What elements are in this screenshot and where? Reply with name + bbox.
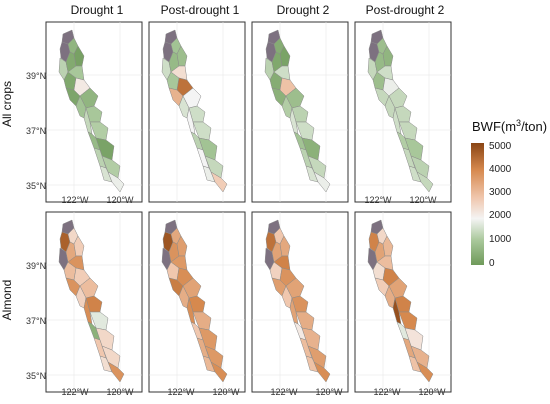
column-title-drought-1: Drought 1 bbox=[71, 3, 124, 17]
lon-tick-122w-p1: 122°W bbox=[61, 195, 89, 205]
county-region-8 bbox=[273, 255, 291, 271]
lon-tick-122w-p4: 122°W bbox=[364, 195, 392, 205]
legend-tick-2000: 2000 bbox=[489, 210, 512, 221]
county-region-21 bbox=[107, 361, 125, 383]
county-region-21 bbox=[313, 171, 331, 193]
county-region-8 bbox=[170, 255, 188, 271]
county-region-14 bbox=[83, 107, 93, 135]
county-region-19 bbox=[307, 155, 327, 179]
county-region-6 bbox=[279, 45, 291, 67]
county-region-19 bbox=[410, 345, 430, 369]
county-region-8 bbox=[273, 65, 291, 81]
legend-tick-0: 0 bbox=[489, 258, 495, 269]
county-region-8 bbox=[376, 65, 394, 81]
row-title-all-crops: All crops bbox=[0, 81, 14, 127]
county-region-21 bbox=[416, 171, 434, 193]
county-region-6 bbox=[176, 45, 188, 67]
county-region-14 bbox=[392, 297, 402, 325]
county-region-15 bbox=[89, 121, 109, 141]
lon-tick-120w-p1: 120°W bbox=[106, 195, 134, 205]
county-region-15 bbox=[295, 121, 315, 141]
legend: BWF(m3/ton) 5000 4000 3000 2000 1000 0 bbox=[471, 118, 547, 269]
lat-tick-35n-row1: 35°N bbox=[26, 181, 46, 191]
county-region-6 bbox=[382, 235, 394, 257]
county-region-15 bbox=[295, 311, 315, 331]
county-region-15 bbox=[398, 311, 418, 331]
county-region-15 bbox=[192, 121, 212, 141]
county-region-21 bbox=[416, 361, 434, 383]
legend-tick-3000: 3000 bbox=[489, 187, 512, 198]
lon-tick-120w-p7: 120°W bbox=[315, 387, 343, 397]
county-region-8 bbox=[67, 65, 85, 81]
map-panel-all-crops-post-drought-1 bbox=[148, 21, 246, 203]
county-region-6 bbox=[382, 45, 394, 67]
lat-tick-39n-row1: 39°N bbox=[26, 71, 46, 81]
county-region-15 bbox=[398, 121, 418, 141]
map-panel-almond-drought-1 bbox=[45, 211, 143, 393]
county-region-6 bbox=[73, 235, 85, 257]
county-region-8 bbox=[376, 255, 394, 271]
county-region-8 bbox=[67, 255, 85, 271]
county-region-19 bbox=[101, 345, 121, 369]
county-region-19 bbox=[410, 155, 430, 179]
county-region-19 bbox=[307, 345, 327, 369]
county-region-14 bbox=[289, 297, 299, 325]
lat-tick-37n-row1: 37°N bbox=[26, 126, 46, 136]
lat-tick-37n-row2: 37°N bbox=[26, 316, 46, 326]
county-region-15 bbox=[89, 311, 109, 331]
legend-tick-1000: 1000 bbox=[489, 234, 512, 245]
legend-title: BWF(m3/ton) bbox=[472, 118, 547, 134]
lon-tick-120w-p5: 120°W bbox=[106, 387, 134, 397]
lon-tick-122w-p7: 122°W bbox=[270, 387, 298, 397]
column-title-post-drought-2: Post-drought 2 bbox=[366, 3, 445, 17]
county-region-6 bbox=[176, 235, 188, 257]
lon-tick-122w-p8: 122°W bbox=[373, 387, 401, 397]
county-region-19 bbox=[204, 345, 224, 369]
county-region-14 bbox=[186, 107, 196, 135]
lon-tick-122w-p6: 122°W bbox=[167, 387, 195, 397]
county-region-14 bbox=[83, 297, 93, 325]
map-panel-all-crops-post-drought-2 bbox=[354, 21, 452, 203]
lon-tick-120w-p8: 120°W bbox=[418, 387, 446, 397]
map-panel-almond-post-drought-1 bbox=[148, 211, 246, 393]
county-region-15 bbox=[192, 311, 212, 331]
legend-tick-5000: 5000 bbox=[489, 141, 512, 152]
legend-color-bar bbox=[471, 143, 484, 265]
lat-tick-35n-row2: 35°N bbox=[26, 371, 46, 381]
column-title-drought-2: Drought 2 bbox=[277, 3, 330, 17]
map-panel-almond-post-drought-2 bbox=[354, 211, 452, 393]
county-region-21 bbox=[210, 171, 228, 193]
county-region-21 bbox=[210, 361, 228, 383]
column-title-post-drought-1: Post-drought 1 bbox=[161, 3, 240, 17]
county-region-6 bbox=[279, 235, 291, 257]
map-panel-almond-drought-2 bbox=[251, 211, 349, 393]
county-region-19 bbox=[204, 155, 224, 179]
county-region-14 bbox=[392, 107, 402, 135]
map-panel-all-crops-drought-2 bbox=[251, 21, 349, 203]
lat-tick-39n-row2: 39°N bbox=[26, 261, 46, 271]
county-region-19 bbox=[101, 155, 121, 179]
county-region-21 bbox=[107, 171, 125, 193]
lon-tick-122w-p5: 122°W bbox=[61, 387, 89, 397]
row-title-almond: Almond bbox=[0, 280, 14, 321]
legend-tick-4000: 4000 bbox=[489, 164, 512, 175]
county-region-14 bbox=[186, 297, 196, 325]
map-panel-all-crops-drought-1 bbox=[45, 21, 143, 203]
county-region-8 bbox=[170, 65, 188, 81]
lon-tick-120w-p6: 120°W bbox=[212, 387, 240, 397]
lon-tick-120w-p4: 120°W bbox=[409, 195, 437, 205]
county-region-6 bbox=[73, 45, 85, 67]
county-region-21 bbox=[313, 361, 331, 383]
county-region-14 bbox=[289, 107, 299, 135]
